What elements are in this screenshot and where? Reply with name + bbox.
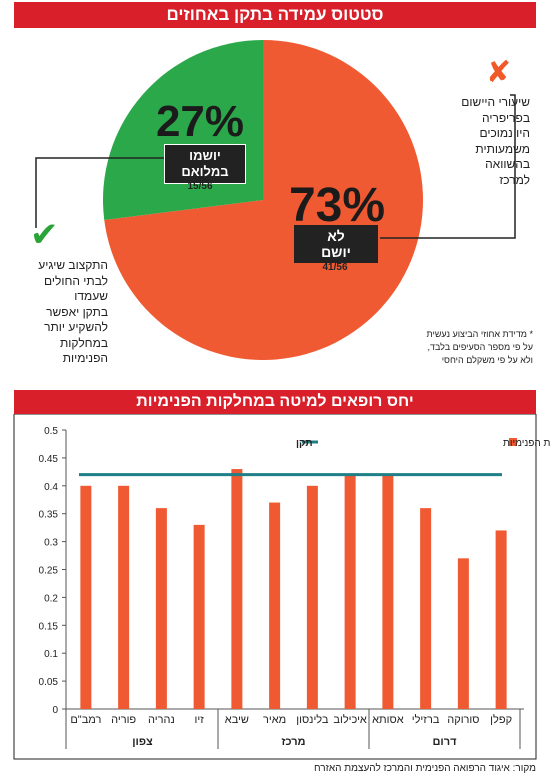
bar-10 [457, 558, 469, 709]
bar-2 [155, 508, 167, 709]
y-tick-label: 0.45 [39, 454, 59, 465]
group-label: מרכז [281, 736, 305, 748]
x-tick-label: זיו [194, 714, 204, 726]
pie-fraction-implemented: 15/56 [187, 181, 213, 192]
bar-8 [382, 474, 394, 709]
pie-percent-not-implemented: 73% [288, 179, 386, 232]
x-tick-label: שיבא [225, 714, 249, 726]
callout-line-right [380, 94, 516, 239]
pie-fraction-not-implemented: 41/56 [322, 262, 348, 273]
check-mark-icon: ✔ [30, 215, 59, 255]
bar-9 [420, 508, 432, 709]
legend-swatch-ratio [509, 438, 517, 446]
x-tick-label: פוריה [111, 714, 136, 726]
group-label: צפון [132, 736, 153, 748]
x-tick-label: מאיר [263, 714, 286, 726]
x-tick-label: רמב"ם [70, 714, 101, 726]
bar-4 [231, 469, 243, 709]
y-tick-label: 0.4 [44, 482, 58, 493]
pie-slice-not-implemented [104, 40, 423, 360]
bar-section-title: יחס רופאים למיטה במחלקות הפנימיות [14, 390, 536, 414]
x-tick-label: בלינסון [296, 713, 329, 726]
x-tick-label: ברזילי [412, 713, 440, 726]
x-tick-label: איכילוב [333, 713, 367, 726]
y-tick-label: 0 [52, 705, 58, 716]
y-tick-label: 0.3 [44, 538, 58, 549]
y-tick-label: 0.2 [44, 593, 58, 604]
pie-label-not-implemented: לא יושם [294, 225, 378, 263]
y-tick-label: 0.05 [39, 677, 59, 688]
y-tick-label: 0.1 [44, 649, 58, 660]
x-tick-label: קפלן [490, 713, 512, 726]
y-tick-label: 0.25 [39, 566, 59, 577]
bar-1 [118, 485, 130, 709]
legend-label-standard: תקן [296, 438, 313, 449]
x-tick-label: אסותא [372, 714, 404, 726]
y-tick-label: 0.15 [39, 621, 59, 632]
bar-11 [495, 530, 507, 709]
periphery-note: שיעורי היישום בפריפריה היו נמוכים משמעות… [461, 95, 530, 187]
bar-3 [193, 524, 205, 709]
pie-percent-implemented: 27% [155, 97, 245, 146]
source-credit: מקור: איגוד הרפואה הפנימית והמרכז להעצמת… [314, 763, 536, 774]
budget-note: התקצוב שיגיע לבתי החולים שעמדו בתקן יאפש… [38, 258, 108, 365]
chart-frame [13, 414, 537, 760]
callout-line-left [35, 157, 164, 228]
pie-label-implemented: יושמו במלואם [164, 144, 246, 184]
group-label: דרום [433, 736, 458, 748]
bar-chart: 0 0.05 0.1 0.15 0.2 0.25 0.3 0.35 0.4 0.45 0.5 רמב"… [13, 414, 550, 760]
x-tick-label: נהריה [148, 714, 175, 726]
bar-6 [306, 485, 318, 709]
footnote: * מדידת אחוזי הביצוע נעשית על פי מספר הס… [426, 329, 533, 365]
pie-section-title: סטטוס עמידה בתקן באחוזים [14, 2, 536, 28]
y-tick-label: 0.35 [39, 510, 59, 521]
legend-label-ratio: יחס רופאים מיטה במחלקות הפנימיות [503, 437, 550, 449]
bar-7 [344, 474, 356, 709]
y-tick-label: 0.5 [44, 426, 58, 437]
x-mark-icon: ✘ [486, 55, 512, 90]
bar-0 [80, 485, 92, 709]
x-tick-label: סורוקה [447, 714, 479, 726]
bar-5 [269, 502, 281, 709]
